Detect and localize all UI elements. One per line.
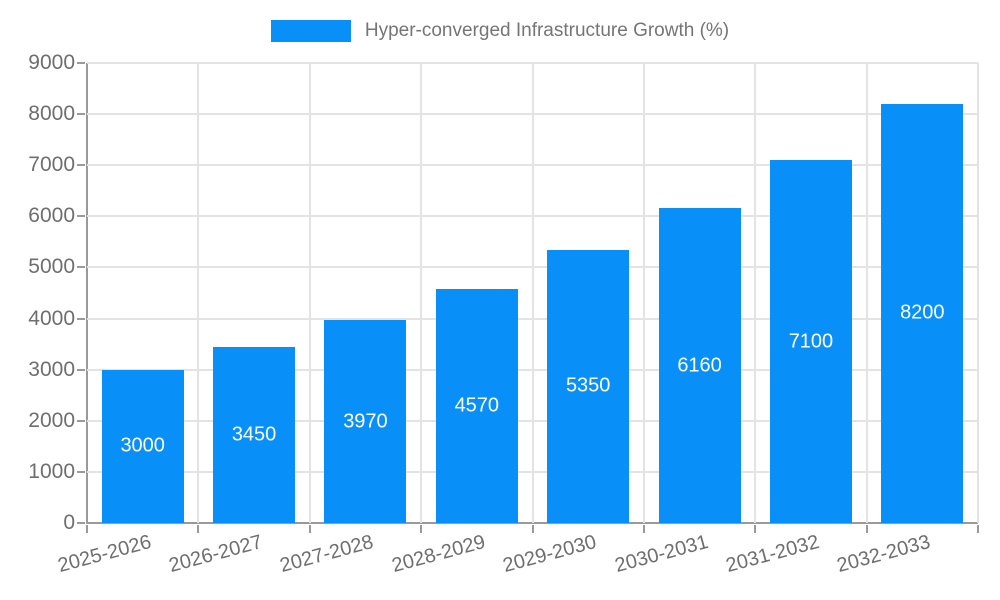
y-axis-tick-label: 8000 [28,102,75,126]
y-axis-tick [77,266,85,269]
y-axis-tick [77,164,85,167]
bar-2025-2026[interactable]: 3000 [101,369,184,523]
x-axis-category-label: 2026-2027 [166,531,265,578]
x-gridline [865,63,868,523]
bar-value-label: 7100 [788,330,834,353]
y-axis-tick [77,113,85,116]
y-axis-tick-label: 1000 [28,459,75,483]
y-axis-tick-label: 3000 [28,357,75,381]
x-axis-tick [642,525,645,533]
x-axis-category-label: 2029-2030 [500,531,599,578]
x-axis-tick [86,525,88,533]
y-axis-tick [77,62,85,64]
bar-2029-2030[interactable]: 5350 [547,249,630,523]
y-axis-tick-label: 7000 [28,153,75,177]
x-axis-category-label: 2030-2031 [612,531,711,578]
bar-2028-2029[interactable]: 4570 [435,289,518,523]
bar-value-label: 6160 [677,354,722,377]
x-axis-category-label: 2027-2028 [278,531,377,578]
x-axis-tick [754,525,757,533]
y-axis-tick [77,215,85,218]
bar-value-label: 4570 [454,394,500,417]
y-axis-tick [77,419,85,422]
x-axis-category-label: 2032-2033 [834,531,934,578]
chart-legend[interactable]: Hyper-converged Infrastructure Growth (%… [0,20,1000,42]
y-axis-tick-label: 6000 [28,204,75,228]
x-axis-tick [531,525,534,533]
x-gridline [531,63,534,523]
y-axis-tick-label: 2000 [28,408,75,432]
y-axis-tick-label: 9000 [28,51,75,74]
x-gridline [308,63,311,523]
y-axis-tick-label: 4000 [28,306,75,330]
y-axis-tick [77,368,85,371]
bar-2032-2033[interactable]: 8200 [881,103,964,523]
x-gridline [197,63,200,523]
y-axis-tick-label: 0 [63,511,75,534]
x-axis-category-label: 2025-2026 [55,531,154,578]
x-gridline [642,63,645,523]
x-axis-category-label: 2031-2032 [723,531,822,578]
bar-2031-2032[interactable]: 7100 [769,160,852,523]
bar-value-label: 3000 [120,434,165,457]
x-axis-tick [977,525,979,533]
x-gridline [977,63,979,523]
legend-label: Hyper-converged Infrastructure Growth (%… [364,20,730,41]
bar-value-label: 8200 [900,301,945,324]
x-axis-line [86,522,978,524]
bar-2030-2031[interactable]: 6160 [658,208,741,523]
x-axis-tick [308,525,311,533]
x-axis-tick [197,525,200,533]
bar-value-label: 5350 [565,374,611,397]
y-axis-tick [77,317,85,320]
y-axis-tick-label: 5000 [28,255,75,279]
bar-value-label: 3970 [343,410,388,433]
x-axis-tick [865,525,868,533]
x-axis-category-label: 2028-2029 [389,531,488,578]
bar-value-label: 3450 [231,423,277,446]
legend-swatch-icon [270,20,351,42]
y-axis-tick [77,470,85,473]
x-gridline [420,63,423,523]
y-axis-line [86,63,88,523]
bar-2027-2028[interactable]: 3970 [324,320,407,523]
x-gridline [754,63,757,523]
plot-area: 0 1000 2000 3000 4000 5000 6000 7000 8000 9000 300… [28,51,979,577]
y-axis-tick [77,522,85,524]
x-axis-tick [420,525,423,533]
bar-2026-2027[interactable]: 3450 [213,346,296,523]
